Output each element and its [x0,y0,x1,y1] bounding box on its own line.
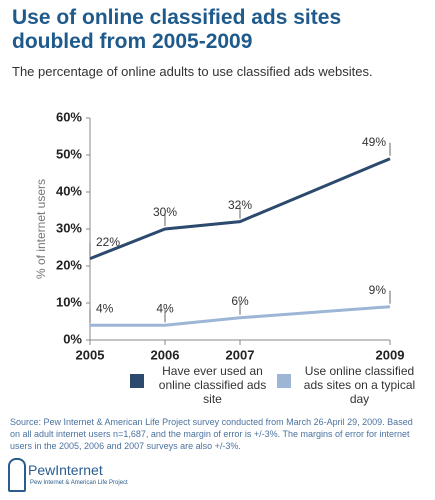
y-tick-label: 50% [56,146,82,161]
chart-title: Use of online classified ads sites doubl… [12,6,342,53]
logo-icon [8,458,26,492]
series-line [90,305,391,327]
y-tick-label: 20% [56,257,82,272]
legend-swatch [277,374,291,388]
data-label: 4% [156,301,174,315]
logo-text: PewInternet [28,462,103,478]
data-label: 6% [231,294,249,308]
data-label: 22% [96,235,120,249]
chart-subtitle: The percentage of online adults to use c… [12,64,373,79]
x-tick-label: 2005 [76,347,105,362]
data-label: 49% [362,135,386,149]
series-line [89,157,391,260]
y-tick-label: 10% [56,294,82,309]
x-tick-label: 2007 [226,347,255,362]
x-tick-label: 2009 [376,347,405,362]
y-tick-label: 0% [63,331,82,346]
y-tick-label: 40% [56,183,82,198]
legend-swatch [130,374,144,388]
y-tick-label: 60% [56,109,82,124]
y-axis-label: % of internet users [34,179,48,279]
data-label: 32% [228,198,252,212]
legend-label: Use online classified ads sites on a typ… [303,364,416,406]
data-label: 4% [96,301,114,315]
y-tick-label: 30% [56,220,82,235]
x-tick-label: 2006 [151,347,180,362]
legend-label: Have ever used an online classified ads … [158,364,267,406]
data-label: 9% [369,283,387,297]
legend: Have ever used an online classified ads … [130,364,430,406]
data-label: 30% [153,205,177,219]
source-note: Source: Pew Internet & American Life Pro… [10,417,413,451]
logo-tagline: Pew Internet & American Life Project [30,480,128,486]
